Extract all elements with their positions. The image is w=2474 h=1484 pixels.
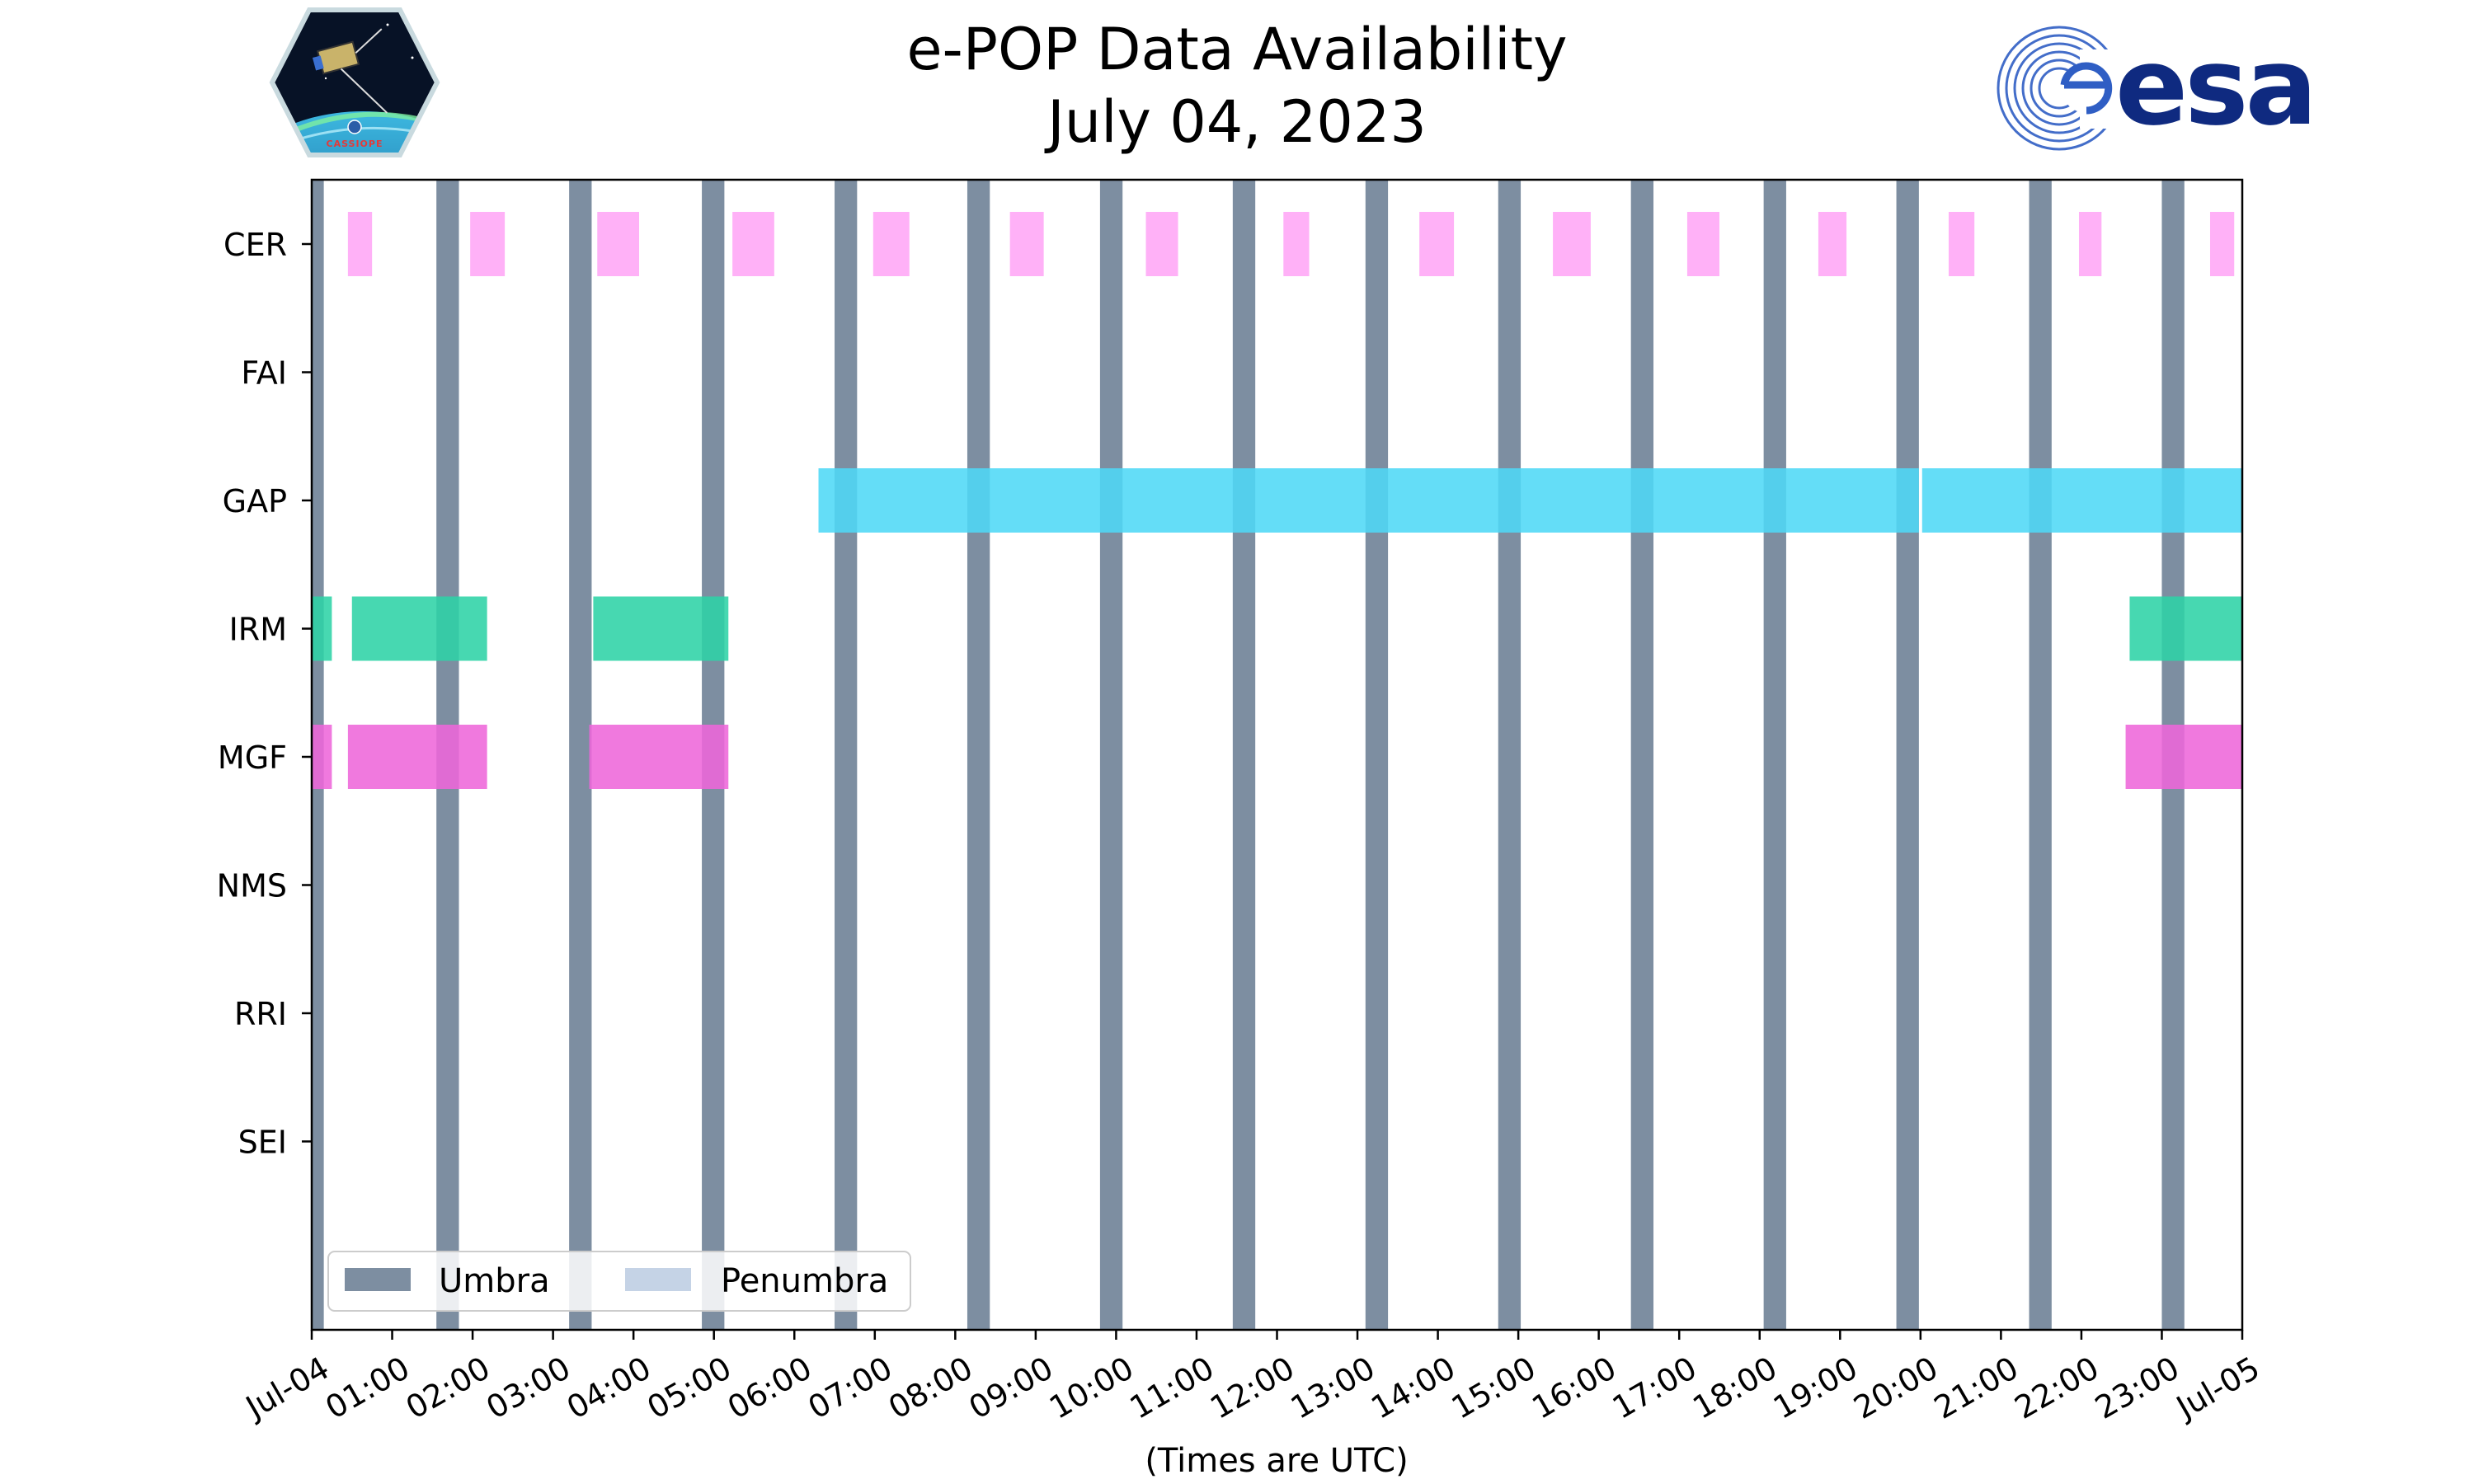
bar-cer-10 — [1686, 212, 1719, 276]
xtick-label-17: 17:00 — [1606, 1350, 1703, 1426]
umbra-band-5 — [967, 180, 990, 1330]
bar-cer-4 — [872, 212, 910, 276]
cassiope-logo-text: CASSIOPE — [327, 139, 383, 149]
chart-subtitle: July 04, 2023 — [1044, 88, 1427, 156]
esa-logo-text: esa — [2115, 24, 2314, 149]
bar-cer-7 — [1283, 212, 1310, 276]
xtick-label-22: 22:00 — [2009, 1350, 2105, 1426]
x-axis-label: (Times are UTC) — [1145, 1442, 1408, 1480]
chart-title: e-POP Data Availability — [906, 16, 1567, 83]
xtick-label-20: 20:00 — [1847, 1350, 1944, 1426]
xtick-label-0: Jul-04 — [238, 1350, 335, 1426]
umbra-band-11 — [1763, 180, 1786, 1330]
bar-cer-8 — [1419, 212, 1455, 276]
umbra-band-6 — [1099, 180, 1123, 1330]
xtick-label-7: 07:00 — [802, 1350, 898, 1426]
bar-irm-1 — [351, 596, 487, 661]
xtick-label-5: 05:00 — [641, 1350, 737, 1426]
bar-mgf-1 — [347, 725, 487, 789]
ytick-label-sei: SEI — [238, 1125, 287, 1161]
legend-umbra-swatch — [345, 1268, 411, 1291]
x-axis: Jul-0401:0002:0003:0004:0005:0006:0007:0… — [238, 1330, 2266, 1426]
bar-irm-3 — [2129, 596, 2242, 661]
xtick-label-13: 13:00 — [1285, 1350, 1381, 1426]
bar-gap-1 — [1921, 468, 2242, 533]
bar-cer-1 — [470, 212, 506, 276]
instrument-bars — [312, 212, 2242, 789]
bar-cer-0 — [347, 212, 373, 276]
xtick-label-14: 14:00 — [1365, 1350, 1461, 1426]
umbra-band-13 — [2029, 180, 2052, 1330]
bar-cer-3 — [732, 212, 774, 276]
xtick-label-15: 15:00 — [1446, 1350, 1542, 1426]
umbra-band-4 — [835, 180, 858, 1330]
xtick-label-24: Jul-05 — [2169, 1350, 2265, 1426]
bar-mgf-0 — [312, 725, 332, 789]
ytick-label-fai: FAI — [241, 355, 287, 392]
ytick-label-nms: NMS — [217, 868, 287, 904]
bar-cer-12 — [1948, 212, 1975, 276]
bar-cer-13 — [2078, 212, 2102, 276]
bar-irm-2 — [593, 596, 729, 661]
xtick-label-12: 12:00 — [1204, 1350, 1300, 1426]
xtick-label-10: 10:00 — [1043, 1350, 1140, 1426]
legend-penumbra-label: Penumbra — [721, 1262, 888, 1300]
bar-cer-2 — [597, 212, 639, 276]
bar-cer-14 — [2209, 212, 2235, 276]
bar-cer-9 — [1553, 212, 1591, 276]
bar-irm-0 — [312, 596, 332, 661]
xtick-label-16: 16:00 — [1526, 1350, 1622, 1426]
xtick-label-4: 04:00 — [561, 1350, 657, 1426]
xtick-label-21: 21:00 — [1928, 1350, 2025, 1426]
umbra-band-12 — [1896, 180, 1919, 1330]
ytick-label-irm: IRM — [229, 612, 287, 648]
legend-box — [327, 1251, 911, 1312]
xtick-label-23: 23:00 — [2089, 1350, 2185, 1426]
xtick-label-9: 09:00 — [963, 1350, 1060, 1426]
umbra-band-8 — [1365, 180, 1389, 1330]
umbra-band-9 — [1498, 180, 1522, 1330]
legend-penumbra-swatch — [625, 1268, 691, 1291]
xtick-label-8: 08:00 — [882, 1350, 979, 1426]
legend-umbra-label: Umbra — [439, 1262, 550, 1300]
bar-cer-5 — [1009, 212, 1044, 276]
xtick-label-11: 11:00 — [1124, 1350, 1221, 1426]
xtick-label-2: 02:00 — [400, 1350, 496, 1426]
umbra-band-7 — [1232, 180, 1256, 1330]
bar-cer-11 — [1818, 212, 1847, 276]
xtick-label-6: 06:00 — [722, 1350, 818, 1426]
ytick-label-rri: RRI — [234, 996, 287, 1032]
esa-logo: esa — [1997, 24, 2317, 151]
y-axis: CER FAI GAP IRM MGF NMS RRI SEI — [217, 227, 312, 1161]
legend: Umbra Penumbra — [327, 1251, 911, 1312]
umbra-band-10 — [1630, 180, 1653, 1330]
ytick-label-gap: GAP — [223, 483, 287, 519]
umbra-band-2 — [569, 180, 592, 1330]
ytick-label-cer: CER — [223, 227, 287, 263]
bar-gap-0 — [818, 468, 1919, 533]
ytick-label-mgf: MGF — [218, 740, 287, 776]
xtick-label-18: 18:00 — [1686, 1350, 1783, 1426]
bar-cer-6 — [1145, 212, 1178, 276]
xtick-label-3: 03:00 — [480, 1350, 576, 1426]
xtick-label-19: 19:00 — [1767, 1350, 1864, 1426]
bar-mgf-2 — [589, 725, 729, 789]
xtick-label-1: 01:00 — [319, 1350, 416, 1426]
bar-mgf-3 — [2125, 725, 2242, 789]
